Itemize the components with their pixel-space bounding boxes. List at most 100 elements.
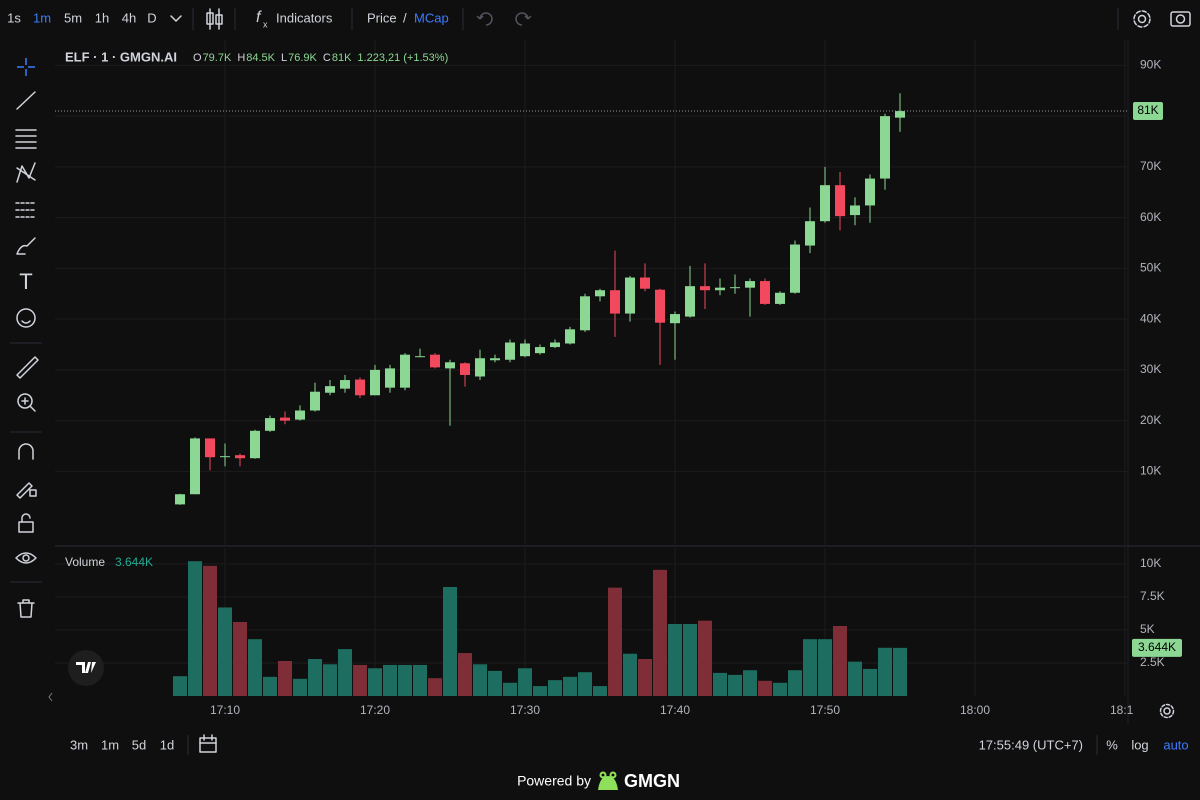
candle-body [760,281,770,304]
candle-body [370,369,380,396]
x-tick-label: 17:20 [360,703,390,717]
mcap-toggle[interactable]: MCap [414,10,449,25]
range-button[interactable]: 5d [132,737,146,752]
volume-bar [548,680,562,696]
candle-body [685,286,695,317]
brush-tool[interactable] [16,237,36,255]
screenshot[interactable] [1170,11,1191,27]
candle-body [355,379,365,396]
volume-bar [833,625,847,696]
volume-bar [428,678,442,696]
fib-tool[interactable] [15,129,37,149]
y-tick-label: 50K [1140,261,1161,275]
interval-button[interactable]: 5m [64,10,82,25]
text-tool[interactable]: T [19,269,32,294]
candle-body [835,185,845,217]
y-tick-label: 90K [1140,58,1161,72]
lock-tool[interactable] [18,513,34,533]
pattern-tool[interactable] [16,162,36,183]
volume-tick-label: 5K [1140,622,1155,636]
interval-button[interactable]: D [147,10,156,25]
magnet-tool[interactable] [18,443,34,460]
candle-body [535,347,545,354]
candle-body [895,111,905,118]
delete-tool[interactable] [17,599,35,618]
volume-bar [668,623,682,696]
candle-body [745,281,755,288]
range-button[interactable]: 1d [160,737,174,752]
powered-by: Powered by [517,773,591,789]
indicators-button[interactable]: Indicators [276,10,333,25]
undo[interactable] [476,12,493,26]
chart-style-button[interactable] [206,8,223,30]
volume-bar [233,622,247,696]
date-range-button[interactable] [199,734,217,753]
ohlc-key: L [281,52,287,64]
candle-body [250,430,260,459]
axis-settings[interactable] [1159,703,1175,719]
x-tick-label: 17:30 [510,703,540,717]
interval-button[interactable]: 1m [33,10,51,25]
candle-body [715,287,725,291]
visibility-tool[interactable] [15,552,37,564]
svg-text:f: f [256,9,262,26]
icon-tool[interactable] [16,308,36,328]
candle-body [445,362,455,369]
ohlc-value: 81K [332,52,352,64]
crosshair-tool[interactable] [17,58,35,76]
candle-body [700,286,710,291]
plot-area [55,93,1128,696]
interval-menu[interactable] [170,15,182,22]
range-button[interactable]: 3m [70,737,88,752]
volume-bar [218,607,232,696]
candle-body [565,329,575,344]
settings[interactable] [1133,10,1151,28]
x-tick-label: 17:10 [210,703,240,717]
candle-body [190,438,200,495]
auto-toggle[interactable]: auto [1163,737,1188,752]
volume-bar [323,664,337,696]
price-toggle[interactable]: Price [367,10,397,25]
candle-body [625,277,635,314]
indicators-icon[interactable]: f x [256,9,268,29]
candle-body [265,418,275,431]
interval-button[interactable]: 4h [122,10,136,25]
volume-bar [743,670,757,696]
candle-body [520,343,530,357]
candle-body [415,356,425,358]
candle-body [580,296,590,331]
candle-body [670,314,680,324]
volume-bar [293,678,307,696]
percent-toggle[interactable]: % [1106,737,1118,752]
volume-bar [188,561,202,696]
volume-bar [173,676,187,696]
y-tick-label: 30K [1140,362,1161,376]
x-tick-label: 18:10 [1110,703,1140,717]
ohlc-key: O [193,52,202,64]
log-toggle[interactable]: log [1131,737,1148,752]
candle-body [880,116,890,179]
redo[interactable] [515,12,532,26]
gmgn-logo [598,771,618,790]
projection-tool[interactable] [15,202,37,218]
y-tick-label: 40K [1140,311,1161,325]
volume-bar [488,670,502,696]
interval-button[interactable]: 1s [7,10,21,25]
range-button[interactable]: 1m [101,737,119,752]
zoom-tool[interactable] [17,393,36,412]
price-change: 1.223,21 (+1.53%) [357,52,448,64]
lock-drawings[interactable] [16,482,37,499]
candle-body [610,290,620,314]
interval-button[interactable]: 1h [95,10,109,25]
candle-body [730,287,740,289]
candle-body [490,358,500,361]
measure-tool[interactable] [16,356,39,379]
volume-bar [758,680,772,696]
trend-line-tool[interactable] [16,91,36,110]
clock: 17:55:49 (UTC+7) [979,737,1083,752]
volume-bar [278,660,292,696]
candle-body [430,354,440,368]
candle-body [790,244,800,293]
top-toolbar: f x Indicators Price / MCap 1s 1m 5m 1h 4h D [7,8,1191,30]
collapse-toolbar[interactable] [48,692,53,702]
